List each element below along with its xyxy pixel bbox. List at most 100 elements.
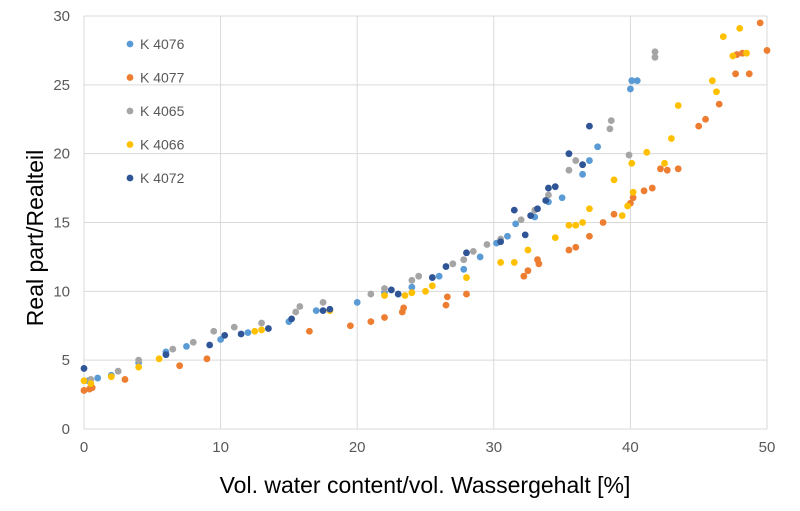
data-point — [305, 327, 313, 335]
data-point — [442, 301, 450, 309]
data-point — [524, 267, 532, 275]
data-point — [319, 298, 327, 306]
data-point — [244, 329, 252, 337]
legend-marker — [126, 40, 134, 48]
data-point — [629, 188, 637, 196]
data-point — [319, 307, 327, 315]
data-point — [107, 373, 115, 381]
data-point — [542, 197, 550, 204]
data-point — [394, 290, 402, 298]
data-point — [624, 202, 632, 210]
data-point — [625, 151, 633, 159]
data-point — [230, 323, 238, 331]
data-point — [594, 143, 602, 151]
data-point — [504, 232, 511, 240]
data-point — [288, 315, 296, 323]
data-point — [442, 263, 450, 270]
data-point — [135, 363, 143, 371]
y-tick-label: 10 — [53, 283, 70, 300]
data-point — [628, 77, 636, 85]
data-point — [743, 49, 750, 57]
legend: K 4076 K 4077 K 4065 K 4066 K 4072 — [126, 36, 185, 186]
data-point — [629, 194, 637, 202]
data-point — [292, 308, 300, 316]
legend-label: K 4065 — [140, 103, 185, 119]
data-point — [663, 166, 671, 174]
data-point — [203, 355, 211, 363]
y-tick-label: 15 — [53, 215, 70, 232]
data-point — [258, 326, 265, 334]
x-tick-label: 0 — [80, 439, 88, 456]
data-point — [729, 52, 737, 60]
data-point — [651, 48, 659, 56]
series-k-4065 — [87, 48, 659, 383]
data-point — [346, 322, 354, 330]
data-point — [87, 380, 95, 387]
data-point — [169, 345, 177, 353]
data-point — [572, 157, 580, 164]
data-point — [586, 122, 593, 130]
data-point — [719, 33, 727, 41]
data-point — [534, 256, 541, 264]
y-axis-title: Real part/Realteil — [22, 150, 48, 326]
data-point — [745, 70, 753, 78]
data-point — [640, 187, 648, 195]
data-point — [463, 249, 470, 257]
data-point — [579, 161, 586, 169]
data-point — [469, 248, 477, 255]
data-point — [586, 157, 593, 164]
data-point — [476, 253, 484, 261]
data-point — [221, 331, 229, 339]
data-point — [400, 304, 408, 312]
x-axis-title: Vol. water content/vol. Wassergehalt [%] — [220, 472, 631, 498]
data-point — [534, 205, 541, 213]
data-point — [80, 365, 88, 372]
data-point — [80, 377, 88, 385]
data-point — [606, 125, 614, 133]
x-tick-label: 10 — [212, 439, 229, 456]
data-point — [565, 221, 573, 229]
data-point — [408, 283, 416, 291]
data-point — [367, 290, 375, 298]
data-point — [408, 276, 416, 284]
tick-labels: 0 5 10 15 20 25 30 0 10 20 30 40 50 — [53, 8, 775, 456]
data-point — [251, 327, 259, 335]
data-point — [449, 260, 457, 268]
x-tick-label: 50 — [759, 439, 776, 456]
data-point — [648, 184, 656, 192]
data-point — [527, 212, 535, 220]
data-point — [296, 303, 304, 310]
data-point — [463, 274, 470, 281]
data-point — [674, 102, 682, 109]
data-point — [579, 170, 586, 178]
data-point — [607, 117, 615, 125]
data-point — [674, 165, 682, 173]
data-point — [510, 259, 518, 266]
data-point — [715, 100, 723, 108]
data-point — [176, 362, 184, 370]
data-point — [206, 341, 214, 349]
y-tick-label: 30 — [53, 8, 70, 25]
data-point — [183, 343, 190, 350]
data-point — [189, 338, 197, 346]
data-point — [512, 220, 520, 228]
y-tick-label: 25 — [53, 77, 70, 94]
data-point — [353, 298, 361, 306]
data-point — [312, 307, 320, 315]
data-point — [483, 241, 491, 248]
data-point — [381, 285, 388, 292]
gridlines — [83, 15, 768, 430]
data-point — [633, 77, 641, 85]
data-point — [551, 183, 559, 191]
data-point — [428, 274, 436, 281]
data-point — [94, 374, 102, 382]
data-point — [579, 219, 586, 226]
legend-label: K 4072 — [140, 170, 185, 186]
data-point — [610, 176, 618, 184]
data-point — [258, 319, 265, 327]
x-tick-label: 30 — [485, 439, 502, 456]
data-point — [114, 367, 122, 375]
data-point — [558, 194, 566, 202]
x-tick-label: 20 — [349, 439, 366, 456]
